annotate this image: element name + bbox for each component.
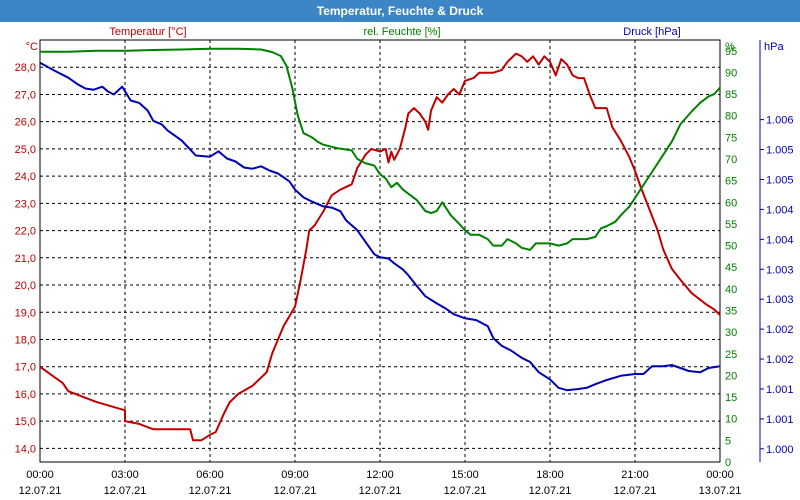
series-line-press: [39, 61, 721, 392]
tick-label-humidity: 45: [725, 262, 737, 274]
tick-label-date: 12.07.21: [359, 485, 402, 497]
tick-label-humidity: 30: [725, 327, 737, 339]
tick-label-humidity: 15: [725, 392, 737, 404]
axis-unit-percent: %: [725, 41, 735, 53]
tick-label-time: 21:00: [621, 469, 649, 481]
window-title: Temperatur, Feuchte & Druck: [0, 0, 800, 22]
tick-label-time: 09:00: [281, 469, 309, 481]
legend-pressure: Druck [hPa]: [623, 26, 680, 38]
tick-label-temp: 23,0: [15, 198, 36, 210]
tick-label-temp: 28,0: [15, 62, 36, 74]
tick-label-temp: 18,0: [15, 334, 36, 346]
tick-label-time: 06:00: [196, 469, 224, 481]
tick-label-humidity: 60: [725, 197, 737, 209]
series-layer: [39, 47, 721, 442]
tick-label-temp: 16,0: [15, 389, 36, 401]
tick-label-pressure: 1.002: [766, 324, 794, 336]
axis-unit-celsius: °C: [26, 41, 38, 53]
grid-lines: [39, 39, 721, 463]
tick-label-humidity: 0: [725, 457, 731, 469]
tick-label-humidity: 25: [725, 349, 737, 361]
tick-label-temp: 21,0: [15, 253, 36, 265]
tick-label-pressure: 1.005: [766, 174, 794, 186]
tick-label-humidity: 65: [725, 176, 737, 188]
tick-label-time: 00:00: [26, 469, 54, 481]
axis-unit-hpa: hPa: [764, 41, 784, 53]
tick-label-time: 00:00: [706, 469, 734, 481]
tick-label-pressure: 1.004: [766, 234, 794, 246]
tick-label-pressure: 1.003: [766, 294, 794, 306]
tick-label-temp: 22,0: [15, 226, 36, 238]
tick-label-time: 15:00: [451, 469, 479, 481]
tick-label-temp: 26,0: [15, 117, 36, 129]
tick-label-temp: 15,0: [15, 416, 36, 428]
tick-label-temp: 20,0: [15, 280, 36, 292]
legend-temperature: Temperatur [°C]: [109, 26, 186, 38]
tick-label-humidity: 35: [725, 306, 737, 318]
tick-label-date: 12.07.21: [104, 485, 147, 497]
tick-label-humidity: 20: [725, 370, 737, 382]
tick-label-date: 12.07.21: [19, 485, 62, 497]
tick-label-date: 12.07.21: [189, 485, 232, 497]
tick-label-temp: 17,0: [15, 362, 36, 374]
tick-label-time: 18:00: [536, 469, 564, 481]
tick-label-temp: 19,0: [15, 307, 36, 319]
tick-label-time: 12:00: [366, 469, 394, 481]
tick-label-pressure: 1.001: [766, 384, 794, 396]
tick-label-date: 12.07.21: [274, 485, 317, 497]
series-line-temp: [39, 52, 721, 442]
tick-label-humidity: 70: [725, 154, 737, 166]
tick-label-temp: 25,0: [15, 144, 36, 156]
tick-label-pressure: 1.005: [766, 145, 794, 157]
tick-label-pressure: 1.004: [766, 204, 794, 216]
tick-label-temp: 27,0: [15, 89, 36, 101]
tick-label-humidity: 50: [725, 241, 737, 253]
tick-label-humidity: 95: [725, 46, 737, 58]
tick-label-humidity: 90: [725, 67, 737, 79]
tick-label-humidity: 80: [725, 111, 737, 123]
tick-label-date: 12.07.21: [529, 485, 572, 497]
tick-label-pressure: 1.006: [766, 115, 794, 127]
tick-label-date: 13.07.21: [699, 485, 742, 497]
tick-label-temp: 14,0: [15, 443, 36, 455]
tick-label-temp: 24,0: [15, 171, 36, 183]
tick-label-humidity: 10: [725, 414, 737, 426]
tick-label-date: 12.07.21: [614, 485, 657, 497]
tick-label-time: 03:00: [111, 469, 139, 481]
tick-label-date: 12.07.21: [444, 485, 487, 497]
legend-humidity: rel. Feuchte [%]: [363, 26, 440, 38]
tick-label-humidity: 85: [725, 89, 737, 101]
tick-label-humidity: 55: [725, 219, 737, 231]
tick-label-pressure: 1.000: [766, 444, 794, 456]
axis-layer: 14,0 15,0 16,0 17,0 18,0 19,0 20,0 21,0 22,0 23,0…: [15, 40, 794, 497]
tick-label-pressure: 1.002: [766, 354, 794, 366]
tick-label-humidity: 75: [725, 132, 737, 144]
series-line-hum: [40, 47, 721, 251]
tick-label-pressure: 1.003: [766, 264, 794, 276]
tick-label-humidity: 40: [725, 284, 737, 296]
tick-label-humidity: 5: [725, 435, 731, 447]
tick-label-pressure: 1.001: [766, 414, 794, 426]
